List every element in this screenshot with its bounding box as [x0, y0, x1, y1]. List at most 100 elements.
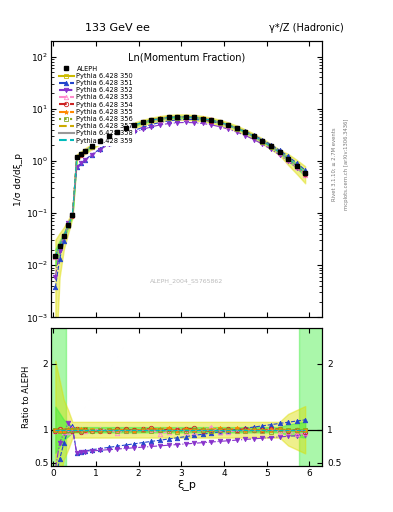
Pythia 6.428 358 [53, 253, 58, 259]
Pythia 6.428 359 [115, 129, 119, 135]
Pythia 6.428 358 [235, 125, 239, 131]
Pythia 6.428 350 [200, 116, 205, 122]
Pythia 6.428 355 [235, 124, 239, 131]
Pythia 6.428 356 [277, 149, 282, 155]
Pythia 6.428 353 [269, 143, 274, 150]
Text: 133 GeV ee: 133 GeV ee [85, 23, 151, 33]
Pythia 6.428 358 [209, 117, 213, 123]
Pythia 6.428 355 [175, 114, 180, 120]
Pythia 6.428 357 [66, 222, 70, 228]
Pythia 6.428 353 [217, 120, 222, 126]
Pythia 6.428 357 [98, 138, 103, 144]
Pythia 6.428 355 [149, 117, 154, 123]
Pythia 6.428 356 [53, 253, 58, 259]
Pythia 6.428 350 [183, 114, 188, 120]
Pythia 6.428 357 [141, 119, 145, 125]
Pythia 6.428 350 [89, 143, 94, 150]
Pythia 6.428 353 [149, 117, 154, 123]
Pythia 6.428 352 [200, 120, 205, 126]
Pythia 6.428 355 [83, 148, 88, 154]
Pythia 6.428 354 [192, 114, 196, 120]
Pythia 6.428 354 [243, 129, 248, 135]
Pythia 6.428 350 [132, 122, 137, 128]
Pythia 6.428 350 [252, 133, 256, 139]
Pythia 6.428 354 [62, 233, 66, 239]
Pythia 6.428 355 [53, 253, 58, 259]
Pythia 6.428 353 [123, 125, 128, 132]
Pythia 6.428 356 [200, 116, 205, 122]
Pythia 6.428 355 [132, 122, 137, 129]
Line: Pythia 6.428 352: Pythia 6.428 352 [53, 120, 307, 279]
Pythia 6.428 359 [53, 253, 58, 259]
Pythia 6.428 350 [107, 133, 111, 139]
Pythia 6.428 353 [98, 138, 103, 144]
ALEPH [89, 143, 94, 150]
Pythia 6.428 353 [192, 115, 196, 121]
Pythia 6.428 353 [183, 115, 188, 121]
Pythia 6.428 354 [183, 114, 188, 120]
Pythia 6.428 355 [200, 115, 205, 121]
Pythia 6.428 351 [53, 284, 58, 290]
Pythia 6.428 359 [260, 138, 265, 144]
Pythia 6.428 351 [70, 211, 75, 217]
Pythia 6.428 356 [175, 115, 180, 121]
Pythia 6.428 351 [277, 147, 282, 153]
Pythia 6.428 356 [57, 243, 62, 249]
Pythia 6.428 355 [286, 156, 290, 162]
Pythia 6.428 358 [57, 243, 62, 249]
ALEPH [286, 156, 290, 162]
Pythia 6.428 359 [57, 243, 62, 249]
Pythia 6.428 359 [294, 163, 299, 169]
ALEPH [74, 154, 79, 160]
Pythia 6.428 354 [277, 149, 282, 155]
ALEPH [217, 119, 222, 125]
Pythia 6.428 358 [74, 154, 79, 160]
Pythia 6.428 350 [303, 170, 308, 176]
Pythia 6.428 358 [226, 122, 231, 128]
ALEPH [252, 133, 256, 139]
Pythia 6.428 357 [79, 151, 83, 157]
Pythia 6.428 355 [141, 119, 145, 125]
Pythia 6.428 354 [107, 134, 111, 140]
Pythia 6.428 357 [200, 116, 205, 122]
Pythia 6.428 353 [89, 143, 94, 150]
Pythia 6.428 355 [115, 129, 119, 135]
Pythia 6.428 352 [149, 124, 154, 130]
Pythia 6.428 352 [98, 146, 103, 153]
Pythia 6.428 353 [53, 253, 58, 260]
Pythia 6.428 358 [66, 222, 70, 228]
Pythia 6.428 355 [209, 117, 213, 123]
Pythia 6.428 353 [158, 117, 162, 123]
Pythia 6.428 357 [183, 114, 188, 120]
Pythia 6.428 352 [192, 120, 196, 126]
Pythia 6.428 352 [226, 126, 231, 132]
ALEPH [141, 119, 145, 125]
Pythia 6.428 357 [89, 143, 94, 150]
Pythia 6.428 354 [149, 117, 154, 123]
Pythia 6.428 357 [57, 243, 62, 249]
Pythia 6.428 353 [252, 134, 256, 140]
Pythia 6.428 352 [303, 172, 308, 178]
ALEPH [209, 117, 213, 123]
Pythia 6.428 352 [123, 133, 128, 139]
Pythia 6.428 356 [209, 117, 213, 123]
Pythia 6.428 352 [243, 133, 248, 139]
Pythia 6.428 353 [303, 172, 308, 178]
Pythia 6.428 352 [141, 126, 145, 132]
Pythia 6.428 358 [132, 122, 137, 128]
ALEPH [277, 149, 282, 155]
Pythia 6.428 353 [235, 125, 239, 132]
Pythia 6.428 353 [260, 138, 265, 144]
Pythia 6.428 352 [74, 164, 79, 170]
Pythia 6.428 351 [209, 118, 213, 124]
Pythia 6.428 355 [252, 133, 256, 139]
Pythia 6.428 358 [286, 156, 290, 162]
Pythia 6.428 359 [192, 114, 196, 120]
Pythia 6.428 357 [252, 133, 256, 139]
ALEPH [53, 253, 58, 259]
Pythia 6.428 359 [243, 129, 248, 135]
Pythia 6.428 357 [107, 133, 111, 139]
Pythia 6.428 350 [192, 114, 196, 120]
ALEPH [183, 114, 188, 120]
Pythia 6.428 355 [57, 243, 62, 249]
